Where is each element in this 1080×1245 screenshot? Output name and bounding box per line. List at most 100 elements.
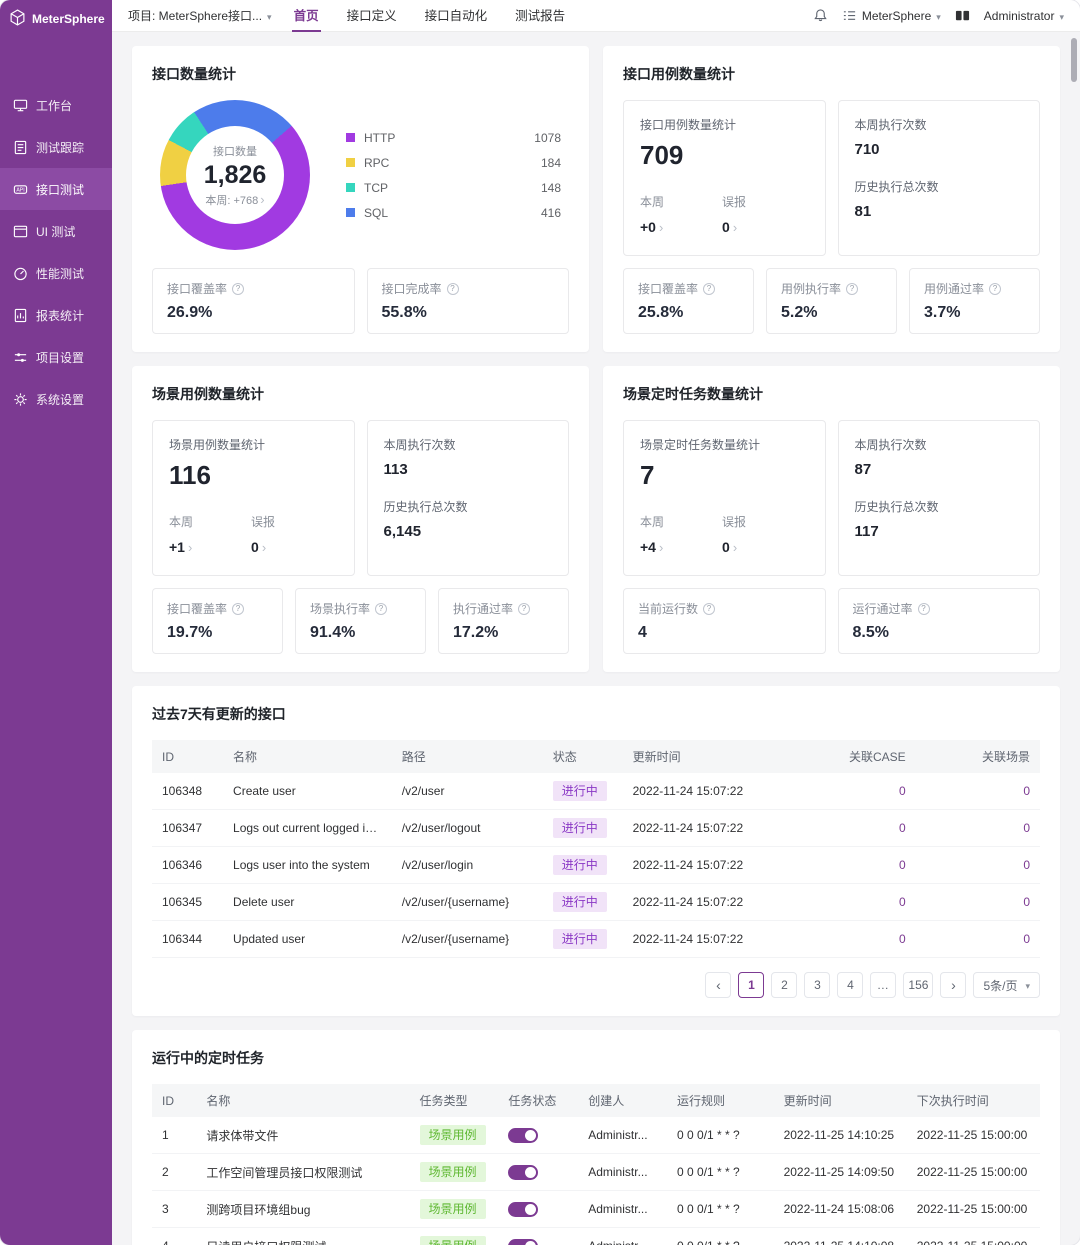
prev-page-button[interactable] [705,972,732,998]
table-row[interactable]: 106344 Updated user /v2/user/{username} … [152,920,1040,958]
tab-home[interactable]: 首页 [291,0,321,32]
page-button-4[interactable]: 4 [837,972,864,998]
table-row[interactable]: 1 请求体带文件 场景用例 Administr... 0 0 0/1 * * ?… [152,1117,1040,1154]
mini-label: 误报 [722,515,747,529]
case-count-link[interactable]: 0 [898,821,906,835]
api-name: Delete user [223,883,392,921]
chevron-down-icon [267,9,272,23]
task-enabled-toggle[interactable] [508,1164,539,1180]
sidebar-item-ui-test[interactable]: UI 测试 [0,210,112,252]
table-row[interactable]: 106348 Create user /v2/user 进行中 2022-11-… [152,773,1040,810]
api-test-icon: API [13,182,28,197]
sidebar-item-label: 工作台 [36,98,73,113]
case-count-link[interactable]: 0 [898,895,906,909]
apps-layout-icon[interactable] [955,8,970,23]
week-delta-link[interactable]: 本周: +768 [205,192,264,208]
api-name: Updated user [223,920,392,958]
table-row[interactable]: 3 测跨项目环境组bug 场景用例 Administr... 0 0 0/1 *… [152,1190,1040,1228]
next-page-button[interactable] [940,972,967,998]
false-positive-link[interactable]: 0 [722,219,746,235]
scene-count-link[interactable]: 0 [1023,821,1030,835]
false-positive-link[interactable]: 0 [722,539,746,555]
info-icon[interactable] [846,282,859,295]
sidebar-item-project-settings[interactable]: 项目设置 [0,336,112,378]
metric-value: 4 [638,624,647,641]
task-enabled-toggle[interactable] [508,1127,539,1143]
info-icon[interactable] [375,602,388,615]
sidebar-item-api-test[interactable]: API 接口测试 [0,168,112,210]
metric-value: 55.8% [381,304,427,321]
project-selector-label: 项目: MeterSphere接口... [128,9,263,23]
updated-apis-table: ID 名称 路径 状态 更新时间 关联CASE 关联场景 106348 Crea [152,740,1040,958]
mini-value: +4 [640,539,656,555]
sidebar-item-performance-test[interactable]: 性能测试 [0,252,112,294]
info-icon[interactable] [446,282,459,295]
tab-api-definition[interactable]: 接口定义 [346,9,397,23]
table-row[interactable]: 2 工作空间管理员接口权限测试 场景用例 Administr... 0 0 0/… [152,1153,1040,1191]
username-label: Administrator [983,8,1055,23]
schedule-exec-box: 本周执行次数 87 历史执行总次数 117 [837,420,1040,576]
info-icon[interactable] [917,602,930,615]
metric-run-pass-rate: 运行通过率 8.5% [837,588,1040,654]
sidebar-item-test-track[interactable]: 测试跟踪 [0,126,112,168]
case-count-link[interactable]: 0 [898,932,906,946]
scene-count-link[interactable]: 0 [1023,932,1030,946]
info-icon[interactable] [703,602,716,615]
table-row[interactable]: 106346 Logs user into the system /v2/use… [152,846,1040,884]
info-icon[interactable] [989,282,1002,295]
page-button-3[interactable]: 3 [804,972,831,998]
scrollbar-thumb[interactable] [1071,38,1077,82]
false-positive-link[interactable]: 0 [251,539,275,555]
legend-swatch [346,133,355,142]
more-pages-button[interactable] [870,972,897,998]
task-next-run-time: 2022-11-25 15:00:00 [906,1153,1040,1191]
exec-label: 本周执行次数 [854,438,927,452]
table-row[interactable]: 4 只读用户接口权限测试 场景用例 Administr... 0 0 0/1 *… [152,1227,1040,1245]
legend-value: 416 [540,205,561,220]
scene-count-link[interactable]: 0 [1023,895,1030,909]
mini-label: 本周 [640,195,665,209]
false-positive-stat: 误报 0 [722,193,746,235]
mini-label: 本周 [640,515,665,529]
sidebar-item-workbench[interactable]: 工作台 [0,84,112,126]
legend-item-tcp: TCP 148 [346,181,561,195]
week-new-link[interactable]: +4 [640,539,664,555]
column-header: 任务类型 [409,1084,499,1117]
task-name: 只读用户接口权限测试 [196,1227,410,1245]
task-enabled-toggle[interactable] [508,1201,539,1217]
project-selector[interactable]: 项目: MeterSphere接口... [128,7,272,24]
exec-value: 87 [854,461,872,478]
column-header: 路径 [391,740,543,773]
page-button-2[interactable]: 2 [771,972,798,998]
case-count-link[interactable]: 0 [898,784,906,798]
notifications-bell-icon[interactable] [813,8,828,23]
page-button-1[interactable]: 1 [738,972,765,998]
legend-label: RPC [364,155,390,170]
brand-name: MeterSphere [32,12,105,26]
page-button-last[interactable]: 156 [903,972,934,998]
info-icon[interactable] [232,602,245,615]
chevron-down-icon [1025,978,1030,992]
table-row[interactable]: 106347 Logs out current logged in ... /v… [152,809,1040,847]
week-new-stat: 本周 +4 [640,513,664,555]
week-new-link[interactable]: +1 [169,539,193,555]
mini-label: 本周 [169,515,194,529]
sidebar-item-system-settings[interactable]: 系统设置 [0,378,112,420]
chevron-down-icon [1059,9,1064,23]
info-icon[interactable] [232,282,245,295]
tab-api-automation[interactable]: 接口自动化 [424,9,488,23]
case-count-link[interactable]: 0 [898,858,906,872]
workspace-selector[interactable]: MeterSphere [842,8,941,23]
task-id: 2 [152,1153,197,1191]
week-new-link[interactable]: +0 [640,219,664,235]
info-icon[interactable] [703,282,716,295]
page-size-select[interactable]: 5条/页 [973,972,1040,998]
user-menu[interactable]: Administrator [984,9,1064,23]
task-enabled-toggle[interactable] [508,1238,539,1245]
scene-count-link[interactable]: 0 [1023,784,1030,798]
info-icon[interactable] [518,602,531,615]
tab-test-report[interactable]: 测试报告 [515,9,566,23]
table-row[interactable]: 106345 Delete user /v2/user/{username} 进… [152,883,1040,921]
sidebar-item-report-stats[interactable]: 报表统计 [0,294,112,336]
scene-count-link[interactable]: 0 [1023,858,1030,872]
